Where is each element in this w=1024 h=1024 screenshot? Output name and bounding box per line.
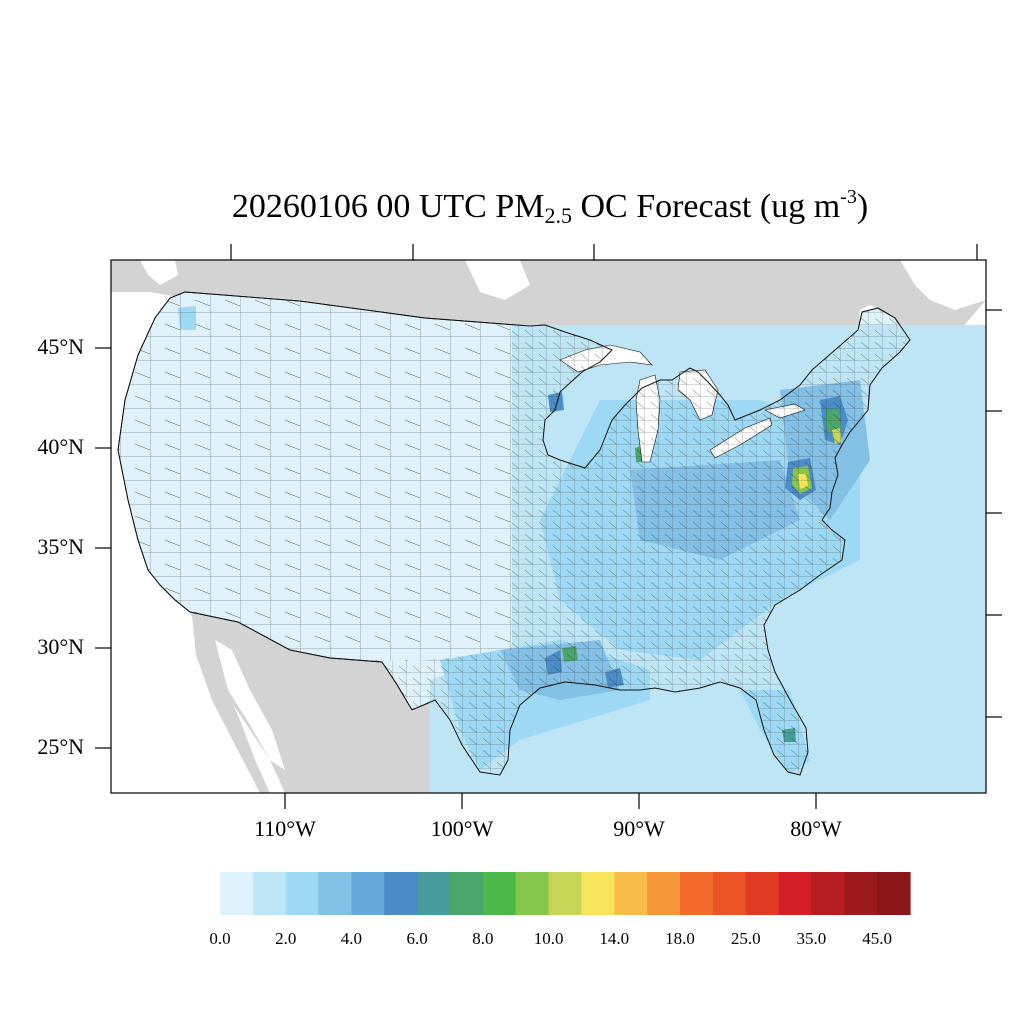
colorbar-label: 0.0 (209, 929, 231, 948)
lat-label: 45°N (37, 334, 84, 359)
colorbar-label: 6.0 (406, 929, 428, 948)
colorbar (220, 872, 911, 915)
colorbar-swatch (844, 872, 878, 915)
colorbar-swatch (680, 872, 714, 915)
colorbar-label: 45.0 (862, 929, 893, 948)
county-lines-west (118, 292, 512, 662)
colorbar-swatch (384, 872, 418, 915)
lon-label: 80°W (790, 816, 842, 841)
colorbar-label: 35.0 (796, 929, 827, 948)
lat-label: 25°N (37, 734, 84, 759)
colorbar-label: 18.0 (665, 929, 695, 948)
colorbar-swatch (581, 872, 615, 915)
lon-label: 90°W (613, 816, 665, 841)
colorbar-swatch (318, 872, 353, 915)
water-north (140, 260, 178, 285)
conus-outline (117, 291, 911, 776)
colorbar-swatch (877, 872, 911, 915)
lon-label: 110°W (254, 816, 316, 841)
colorbar-swatch (351, 872, 385, 915)
colorbar-swatch (450, 872, 484, 915)
map-title: 20260106 00 UTC PM2.5 OC Forecast (ug m-… (231, 186, 869, 228)
colorbar-swatch (548, 872, 583, 915)
colorbar-swatch (285, 872, 320, 915)
colorbar-swatch (482, 872, 517, 915)
colorbar-label: 10.0 (533, 929, 564, 948)
colorbar-swatch (745, 872, 780, 915)
lat-label: 35°N (37, 534, 84, 559)
colorbar-swatch (778, 872, 813, 915)
colorbar-swatch (515, 872, 550, 915)
axis-ticks (95, 244, 1002, 809)
colorbar-swatch (252, 872, 287, 915)
lat-label: 30°N (37, 634, 84, 659)
lon-label: 100°W (430, 816, 494, 841)
colorbar-label: 25.0 (730, 929, 761, 948)
water-north-2 (465, 260, 530, 300)
lat-label: 40°N (37, 434, 84, 459)
gulf-of-california (215, 640, 285, 770)
colorbar-label: 4.0 (340, 929, 363, 948)
colorbar-swatch (712, 872, 747, 915)
colorbar-swatch (614, 872, 648, 915)
colorbar-label: 14.0 (599, 929, 630, 948)
colorbar-label: 2.0 (275, 929, 297, 948)
colorbar-swatch (647, 872, 681, 915)
baja-california (192, 615, 270, 793)
colorbar-swatch (417, 872, 451, 915)
colorbar-label: 8.0 (472, 929, 494, 948)
county-lines-east (382, 308, 910, 775)
water-labrador (900, 260, 986, 310)
colorbar-swatch (811, 872, 845, 915)
colorbar-swatch (220, 872, 254, 915)
map-frame (110, 259, 987, 794)
